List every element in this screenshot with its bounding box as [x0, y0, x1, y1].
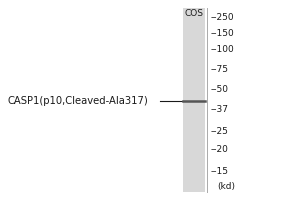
- Text: --75: --75: [211, 64, 229, 73]
- Text: --25: --25: [211, 127, 229, 136]
- Text: --50: --50: [211, 86, 229, 95]
- Text: --100: --100: [211, 46, 235, 54]
- Text: COS: COS: [184, 9, 203, 18]
- Text: --250: --250: [211, 14, 235, 22]
- Text: --37: --37: [211, 104, 229, 114]
- Text: --150: --150: [211, 29, 235, 38]
- Text: (kd): (kd): [217, 182, 235, 192]
- Bar: [183, 8, 205, 192]
- Text: --15: --15: [211, 168, 229, 176]
- Text: CASP1(p10,Cleaved-Ala317): CASP1(p10,Cleaved-Ala317): [8, 96, 149, 106]
- Text: --20: --20: [211, 144, 229, 154]
